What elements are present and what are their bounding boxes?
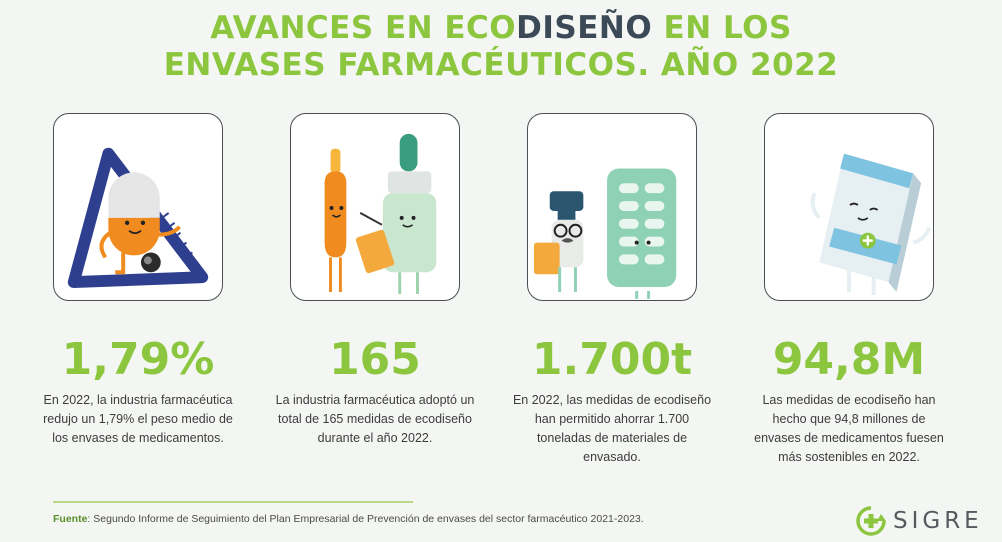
ampoule-bottle-characters-icon xyxy=(290,113,460,301)
stat-description-4: Las medidas de ecodiseño han hecho que 9… xyxy=(754,393,944,464)
ruler-pill-character-icon xyxy=(53,113,223,301)
stat-description-2: La industria farmacéutica adoptó un tota… xyxy=(275,393,475,445)
footer-divider xyxy=(53,501,413,503)
stat-value-3: 1.700t xyxy=(531,334,693,385)
logo-text: SIGRE xyxy=(893,508,983,534)
title-line-2: ENVASES FARMACÉUTICOS. AÑO 2022 xyxy=(163,47,839,83)
dropper-blister-characters-icon xyxy=(527,113,697,301)
medicine-box-character-icon xyxy=(764,113,934,301)
source-label: Fuente xyxy=(53,513,88,525)
title-line-1: AVANCES EN ECODISEÑO EN LOS xyxy=(210,10,792,46)
recycle-cross-icon xyxy=(856,506,886,536)
sigre-logo: SIGRE xyxy=(855,505,983,537)
stat-value-2: 165 xyxy=(329,334,421,385)
stat-description-1: En 2022, la industria farmacéutica reduj… xyxy=(43,393,233,445)
stat-value-4: 94,8M xyxy=(772,334,926,385)
page-title: AVANCES EN ECODISEÑO EN LOS ENVASES FARM… xyxy=(0,10,1002,84)
stat-value-1: 1,79% xyxy=(61,334,215,385)
source-text: : Segundo Informe de Seguimiento del Pla… xyxy=(87,513,644,525)
stat-description-3: En 2022, las medidas de ecodiseño han pe… xyxy=(512,393,712,464)
source-note: Fuente: Segundo Informe de Seguimiento d… xyxy=(53,513,644,525)
